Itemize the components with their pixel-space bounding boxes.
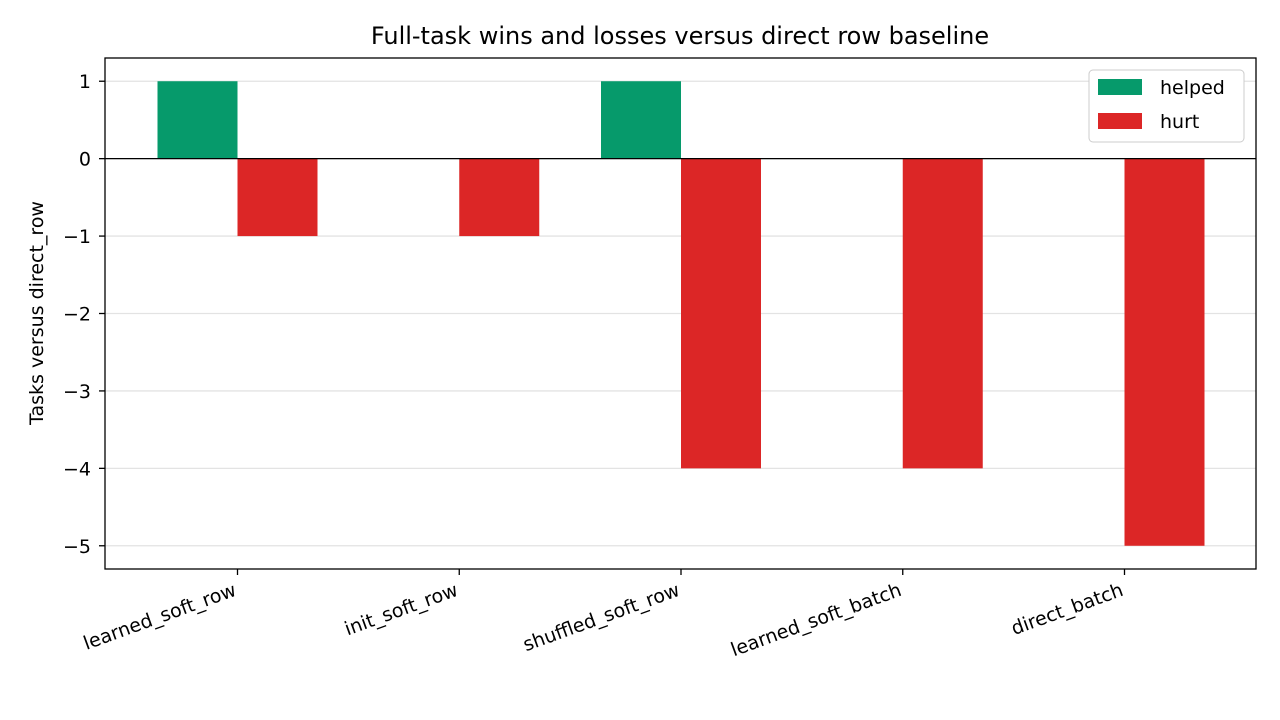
y-axis: 1 0 −1 −2 −3 −4 −5 bbox=[63, 71, 105, 558]
bar-helped-shuffled_soft_row bbox=[601, 81, 681, 159]
x-axis: learned_soft_row init_soft_row shuffled_so… bbox=[81, 569, 1126, 661]
bar-hurt-init_soft_row bbox=[459, 158, 540, 237]
x-tick-label: learned_soft_row bbox=[81, 579, 240, 655]
bar-hurt-learned_soft_batch bbox=[902, 158, 983, 469]
y-tick-label: −1 bbox=[63, 226, 91, 248]
bar-helped-learned_soft_row bbox=[157, 81, 238, 159]
chart-title: Full-task wins and losses versus direct … bbox=[371, 22, 989, 50]
y-axis-label: Tasks versus direct_row bbox=[26, 201, 48, 426]
x-tick-label: learned_soft_batch bbox=[728, 579, 905, 661]
y-tick-label: −5 bbox=[63, 536, 91, 558]
bar-hurt-learned_soft_row bbox=[237, 158, 318, 237]
y-tick-label: 0 bbox=[79, 149, 91, 171]
legend-swatch-helped bbox=[1098, 79, 1142, 95]
y-tick-label: −3 bbox=[63, 381, 91, 403]
x-tick-label: shuffled_soft_row bbox=[520, 579, 683, 656]
bars bbox=[157, 81, 1205, 546]
legend-label-helped: helped bbox=[1160, 77, 1225, 99]
y-tick-label: −4 bbox=[63, 458, 91, 480]
legend-label-hurt: hurt bbox=[1160, 111, 1199, 133]
x-tick-label: direct_batch bbox=[1008, 579, 1126, 640]
bar-hurt-shuffled_soft_row bbox=[681, 158, 761, 469]
legend: helped hurt bbox=[1088, 69, 1245, 143]
y-tick-label: −2 bbox=[63, 304, 91, 326]
legend-swatch-hurt bbox=[1098, 113, 1142, 129]
x-tick-label: init_soft_row bbox=[342, 579, 461, 640]
y-tick-label: 1 bbox=[79, 71, 91, 93]
bar-hurt-direct_batch bbox=[1124, 158, 1205, 546]
